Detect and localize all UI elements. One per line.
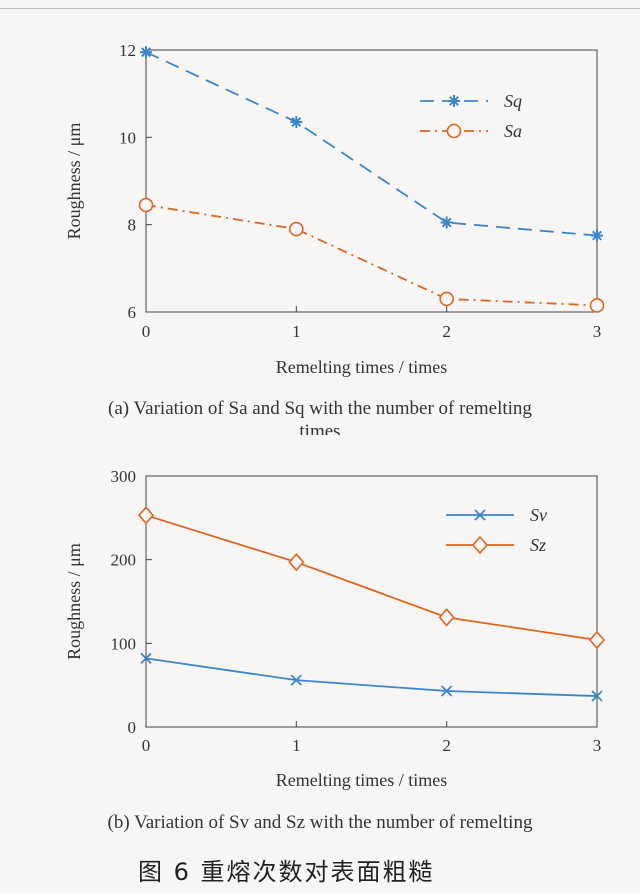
legend-label-1-Sz: Sz: [530, 535, 546, 555]
x-tick-label-0-3: 3: [593, 322, 602, 341]
point-1-Sz-2: [438, 608, 455, 627]
y-tick-label-0-3: 12: [119, 41, 136, 60]
y-axis-label-1: Roughness / μm: [64, 543, 84, 660]
y-tick-label-1-1: 100: [111, 634, 137, 653]
plot-frame-0: [145, 49, 598, 313]
x-axis-label-0: Remelting times / times: [276, 357, 447, 377]
legend-label-0-Sq: Sq: [504, 91, 522, 111]
point-1-Sz-0: [137, 506, 155, 525]
x-tick-label-0-2: 2: [442, 322, 451, 341]
legend-label-1-Sv: Sv: [530, 505, 547, 525]
y-tick-label-1-2: 200: [111, 551, 137, 570]
point-1-Sv-3: [591, 690, 603, 702]
x-axis-label-1: Remelting times / times: [276, 770, 447, 790]
x-tick-label-0-1: 1: [292, 322, 301, 341]
point-1-Sv-2: [441, 685, 453, 697]
x-tick-label-0-0: 0: [142, 322, 151, 341]
y-axis-label-0: Roughness / μm: [64, 123, 84, 240]
x-tick-label-1-2: 2: [442, 736, 451, 755]
y-tick-label-1-0: 0: [128, 718, 137, 737]
legend-marker-1-Sz: [471, 535, 489, 555]
point-0-Sa-0: [138, 197, 154, 213]
y-tick-label-0-2: 10: [119, 128, 136, 147]
point-1-Sz-3: [588, 630, 606, 650]
plot-frame-1: [145, 475, 598, 728]
point-1-Sz-1: [288, 552, 305, 572]
point-0-Sa-3: [589, 298, 605, 313]
y-tick-label-1-3: 300: [111, 467, 137, 486]
point-0-Sa-1: [289, 221, 304, 237]
legend-marker-0-Sq: [448, 95, 460, 107]
point-0-Sq-2: [440, 216, 453, 229]
caption-a-line1: (a) Variation of Sa and Sq with the numb…: [108, 398, 532, 419]
caption-b: (b) Variation of Sv and Sz with the numb…: [107, 812, 533, 833]
legend-label-0-Sa: Sa: [504, 121, 522, 141]
point-0-Sq-3: [591, 229, 603, 242]
legend-marker-1-Sv: [474, 509, 486, 521]
legend-marker-0-Sa: [446, 123, 462, 139]
point-0-Sq-0: [140, 46, 152, 59]
series-line-0-Sa: [145, 204, 598, 307]
point-0-Sq-1: [290, 116, 303, 129]
series-line-1-Sv: [145, 657, 598, 697]
y-tick-label-0-0: 6: [128, 303, 137, 322]
y-tick-label-0-1: 8: [128, 216, 137, 235]
figure-title: 图 6 重熔次数对表面粗糙: [138, 858, 435, 886]
series-line-0-Sq: [145, 51, 598, 237]
series-line-1-Sz: [145, 514, 598, 641]
point-1-Sv-0: [140, 652, 152, 665]
point-0-Sa-2: [439, 291, 454, 307]
caption-a-line2: times: [299, 421, 341, 435]
x-tick-label-1-3: 3: [593, 736, 602, 755]
x-tick-label-1-0: 0: [142, 736, 151, 755]
top-rule: [0, 8, 640, 9]
point-1-Sv-1: [290, 674, 302, 686]
x-tick-label-1-1: 1: [292, 736, 301, 755]
